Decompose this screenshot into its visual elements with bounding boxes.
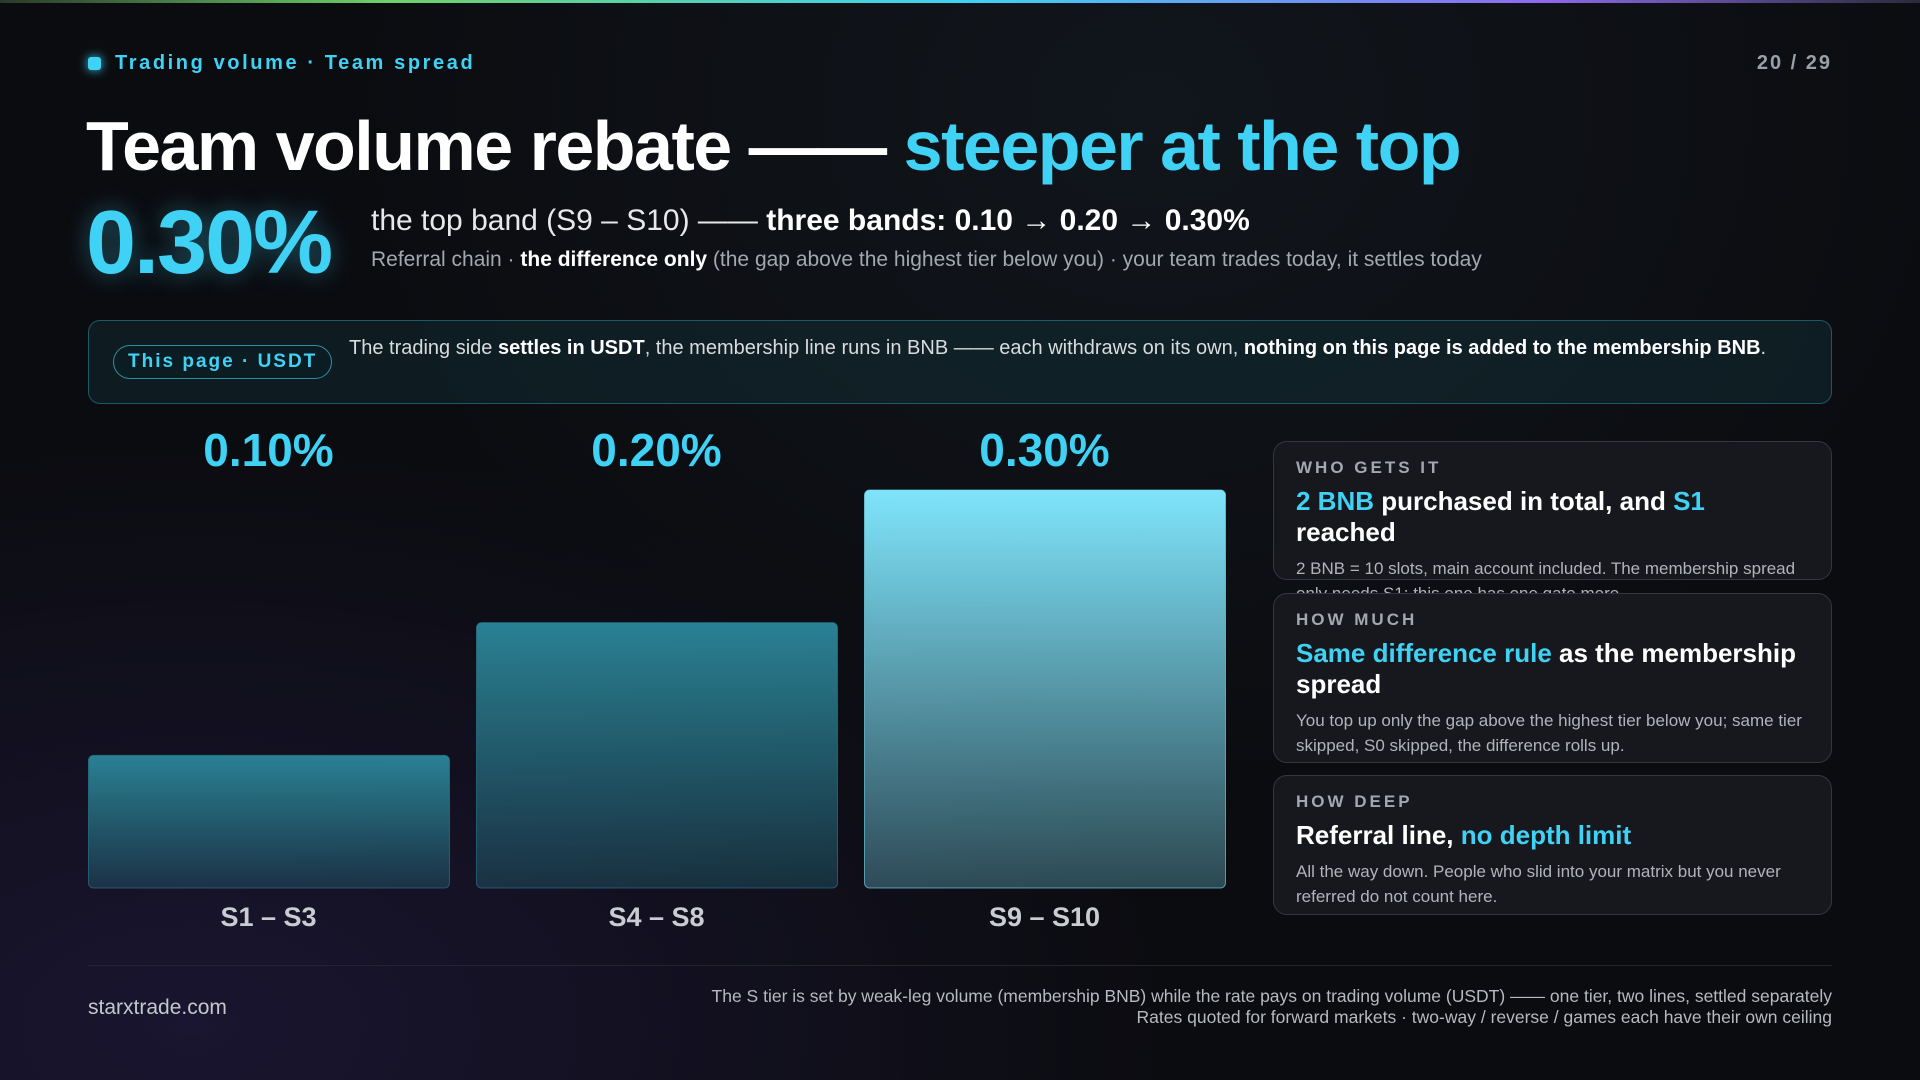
category-label: S9 – S10 bbox=[989, 902, 1100, 932]
card: WHO GETS IT 2 BNB purchased in total, an… bbox=[1273, 441, 1832, 603]
lead-bold: three bands: 0.10 → 0.20 → 0.30% bbox=[766, 204, 1250, 237]
notice-text: The trading side settles in USDT, the me… bbox=[349, 334, 1809, 363]
card-body: All the way down. People who slid into y… bbox=[1296, 862, 1781, 906]
category-label: S4 – S8 bbox=[608, 902, 704, 932]
title-part: Team volume rebate —— bbox=[86, 107, 904, 185]
heading-highlight: 2 BNB bbox=[1296, 486, 1375, 516]
heading-part: as the membership spread bbox=[1296, 638, 1796, 699]
title-highlight: steeper at the top bbox=[903, 107, 1462, 185]
heading-part: reached bbox=[1296, 517, 1396, 547]
footnote: Rates quoted for forward markets · two-w… bbox=[1136, 1007, 1832, 1027]
heading-part: purchased in total, and bbox=[1374, 486, 1674, 516]
value-label: 0.20% bbox=[591, 424, 721, 476]
big-rate: 0.30% bbox=[86, 193, 333, 293]
card-heading: Referral line, no depth limit bbox=[1296, 820, 1809, 851]
sub-part: Referral chain · bbox=[371, 248, 521, 271]
card-label: HOW DEEP bbox=[1296, 792, 1413, 811]
subtitle: Referral chain · the difference only (th… bbox=[371, 248, 1482, 272]
value-label: 0.30% bbox=[979, 424, 1109, 476]
card-label: HOW MUCH bbox=[1296, 610, 1418, 629]
bar bbox=[864, 489, 1226, 889]
card-body: You top up only the gap above the highes… bbox=[1296, 711, 1802, 755]
notice-part: The trading side bbox=[349, 337, 498, 359]
section-tag: Trading volume · Team spread bbox=[88, 52, 475, 75]
bar bbox=[88, 754, 450, 889]
footer-rule bbox=[88, 965, 1832, 966]
card: HOW MUCH Same difference rule as the mem… bbox=[1273, 593, 1832, 763]
bar bbox=[476, 622, 838, 889]
card-heading: 2 BNB purchased in total, and S1 reached bbox=[1296, 486, 1809, 548]
card-label: WHO GETS IT bbox=[1296, 458, 1442, 477]
notice: This page · USDT The trading side settle… bbox=[88, 320, 1832, 404]
card-heading: Same difference rule as the membership s… bbox=[1296, 638, 1809, 700]
lead: the top band (S9 – S10) —— three bands: … bbox=[371, 204, 1250, 238]
chart: 0.10% S1 – S3 0.20% S4 – S8 0.30% S9 – S10 bbox=[88, 424, 1226, 932]
title: Team volume rebate —— steeper at the top bbox=[86, 106, 1462, 186]
tag-text: Trading volume · Team spread bbox=[115, 52, 476, 74]
value-label: 0.10% bbox=[203, 424, 333, 476]
sub-bold: the difference only bbox=[520, 248, 708, 271]
notice-bold: nothing on this page is added to the mem… bbox=[1243, 337, 1761, 359]
heading-highlight: S1 bbox=[1673, 486, 1705, 516]
notice-part: . bbox=[1760, 337, 1767, 359]
footnote: The S tier is set by weak-leg volume (me… bbox=[711, 986, 1832, 1006]
sub-part: (the gap above the highest tier below yo… bbox=[707, 248, 1482, 271]
footnotes: The S tier is set by weak-leg volume (me… bbox=[712, 986, 1832, 1028]
card: HOW DEEP Referral line, no depth limit A… bbox=[1273, 775, 1832, 915]
site: starxtrade.com bbox=[88, 996, 227, 1019]
heading-highlight: Same difference rule bbox=[1296, 638, 1552, 668]
notice-part: , the membership line runs in BNB —— eac… bbox=[644, 337, 1244, 359]
lead-part: the top band (S9 – S10) —— bbox=[371, 204, 767, 237]
tag-dot bbox=[88, 57, 101, 70]
notice-bold: settles in USDT bbox=[497, 337, 645, 359]
page-number: 20 / 29 bbox=[1756, 52, 1832, 74]
category-label: S1 – S3 bbox=[220, 902, 316, 932]
heading-part: Referral line, bbox=[1296, 820, 1461, 850]
notice-pill: This page · USDT bbox=[113, 345, 333, 379]
heading-highlight: no depth limit bbox=[1460, 820, 1632, 850]
accent-line bbox=[0, 0, 1920, 3]
